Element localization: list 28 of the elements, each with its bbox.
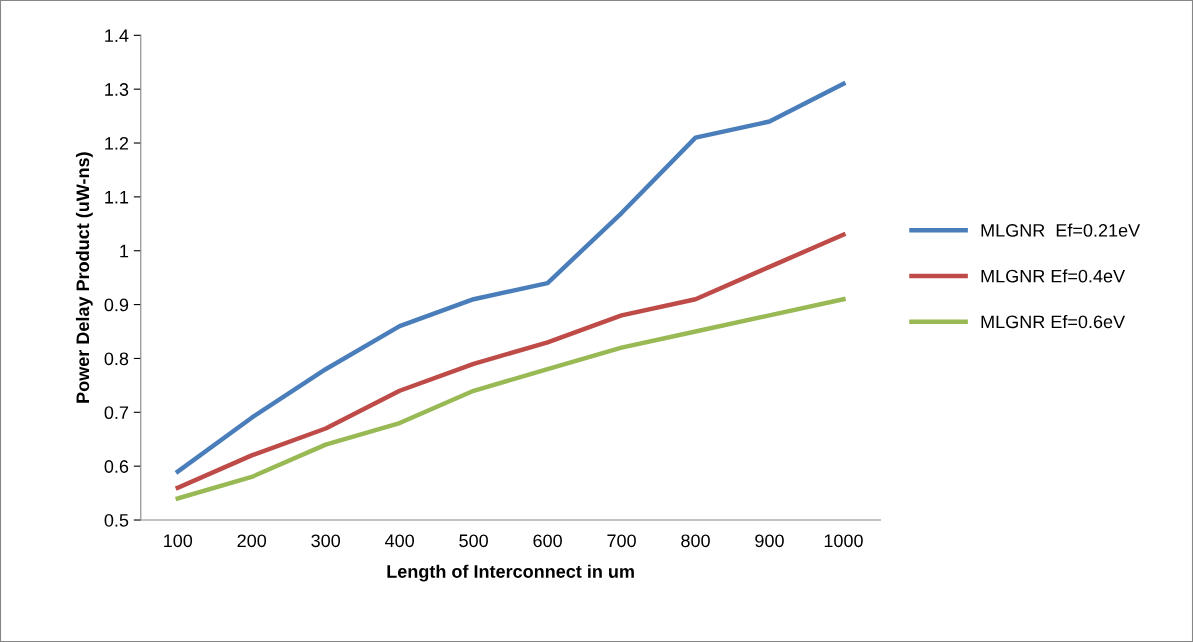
line-series <box>175 232 846 490</box>
y-tick-label: 0.7 <box>104 406 129 420</box>
x-tick-label: 100 <box>164 534 193 548</box>
legend-label: MLGNR Ef=0.4eV <box>981 269 1126 283</box>
line-series <box>175 296 846 501</box>
y-tick-label: 1.3 <box>105 83 129 96</box>
legend-label: MLGNR Ef=0.21eV <box>981 223 1141 237</box>
x-tick-label: 1000 <box>824 534 863 548</box>
line-series <box>175 81 846 474</box>
x-tick-label: 400 <box>385 534 415 548</box>
y-tick-label: 0.6 <box>104 460 129 473</box>
y-tick-label: 1 <box>120 244 129 258</box>
x-tick-label: 700 <box>607 534 636 548</box>
x-tick-label: 800 <box>681 534 710 548</box>
y-tick-label: 1.2 <box>105 136 129 150</box>
y-tick-label: 0.8 <box>104 352 129 366</box>
x-tick-label: 500 <box>459 534 488 548</box>
legend-label: MLGNR Ef=0.6eV <box>981 314 1126 329</box>
y-tick-label: 1.4 <box>105 29 129 42</box>
y-tick-label: 1.1 <box>105 191 129 204</box>
x-tick-label: 200 <box>237 534 267 548</box>
y-tick-label: 0.9 <box>104 298 129 312</box>
y-axis-title: Power Delay Product (uW-ns) <box>75 152 93 403</box>
x-tick-label: 600 <box>533 534 562 548</box>
y-tick-label: 0.5 <box>104 513 129 527</box>
x-tick-label: 900 <box>755 534 784 548</box>
x-axis-title: Length of Interconnect in um <box>387 564 634 582</box>
x-tick-label: 300 <box>311 534 341 548</box>
